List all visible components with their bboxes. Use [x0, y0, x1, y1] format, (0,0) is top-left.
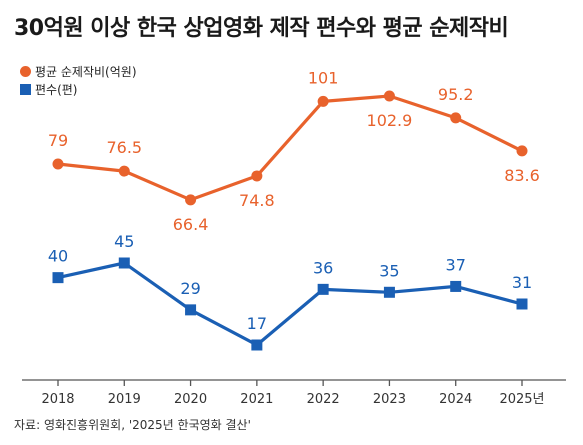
cost-point [52, 158, 64, 170]
cost-data-label: 74.8 [239, 191, 275, 210]
x-tick-label: 2021 [240, 392, 273, 407]
count-data-label: 45 [114, 232, 134, 251]
cost-point [450, 112, 462, 124]
count-data-label: 40 [48, 247, 68, 266]
count-point [516, 298, 528, 310]
cost-data-label: 83.6 [504, 166, 540, 185]
count-data-label: 37 [446, 255, 466, 274]
count-data-label: 35 [379, 261, 399, 280]
count-data-label: 17 [247, 314, 267, 333]
count-data-label: 31 [512, 273, 532, 292]
x-tick-label: 2019 [108, 392, 141, 407]
legend-item-count: 편수(편) [20, 80, 137, 98]
cost-data-label: 79 [48, 131, 68, 150]
legend-label-count: 편수(편) [35, 82, 78, 97]
legend-label-cost: 평균 순제작비(억원) [35, 64, 137, 79]
cost-point [383, 90, 395, 102]
count-point [185, 304, 197, 316]
x-tick-label: 2023 [373, 392, 406, 407]
count-point [52, 272, 64, 284]
source-note: 자료: 영화진흥위원회, '2025년 한국영화 결산' [14, 418, 251, 432]
count-point [450, 280, 462, 292]
count-point [251, 339, 263, 351]
cost-point [118, 165, 130, 177]
legend-swatch-cost [20, 65, 31, 77]
x-tick-label: 2024 [439, 392, 472, 407]
cost-data-label: 76.5 [106, 138, 142, 157]
count-point [383, 286, 395, 298]
cost-data-label: 95.2 [438, 85, 474, 104]
cost-point [317, 95, 329, 107]
x-tick-label: 2025년 [499, 392, 544, 407]
legend-item-cost: 평균 순제작비(억원) [20, 62, 137, 80]
cost-data-label: 102.9 [367, 111, 413, 130]
legend-swatch-count [20, 83, 31, 95]
count-data-label: 36 [313, 258, 333, 277]
legend: 평균 순제작비(억원) 편수(편) [20, 62, 137, 98]
cost-point [516, 145, 528, 157]
x-tick-label: 2020 [174, 392, 207, 407]
cost-data-label: 101 [308, 68, 339, 87]
cost-point [251, 170, 263, 182]
x-tick-label: 2022 [307, 392, 340, 407]
count-point [317, 283, 329, 295]
count-data-label: 29 [180, 279, 200, 298]
cost-series-line [57, 94, 523, 202]
chart-title: 30억원 이상 한국 상업영화 제작 편수와 평균 순제작비 [14, 16, 509, 41]
count-point [118, 257, 130, 269]
cost-data-label: 66.4 [173, 215, 209, 234]
x-tick-label: 2018 [41, 392, 74, 407]
count-series-line [57, 261, 523, 347]
cost-point [185, 194, 197, 206]
